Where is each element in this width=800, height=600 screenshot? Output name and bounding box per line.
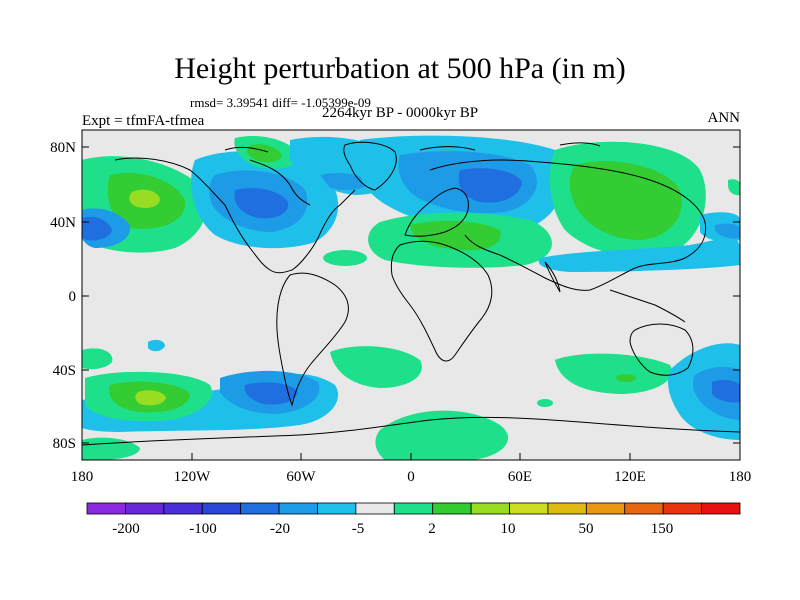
- coastline-antarctica: [82, 416, 740, 446]
- coastline-south-america: [276, 272, 349, 407]
- contour-fill: [330, 346, 422, 388]
- lon-tick-label: 60W: [286, 469, 316, 485]
- colorbar-label: 150: [651, 521, 674, 537]
- contour-fill: [244, 382, 298, 405]
- contour-fill: [135, 390, 166, 406]
- lat-tick-label: 0: [69, 289, 77, 305]
- lon-tick-label: 60E: [508, 469, 532, 485]
- plot-title: Height perturbation at 500 hPa (in m): [174, 52, 626, 85]
- coastline-asia: [429, 159, 707, 291]
- lat-tick-label: 40S: [53, 363, 76, 379]
- coastlines: [82, 141, 740, 446]
- colorbar-swatch: [125, 502, 165, 515]
- experiment-label: Expt = tfmFA-tfmea: [82, 113, 205, 129]
- coastline-north-america: [114, 157, 356, 274]
- colorbar-swatch: [355, 502, 395, 515]
- contour-fill: [82, 216, 112, 241]
- lon-tick-label: 180: [71, 469, 94, 485]
- rmsd-stats: rmsd= 3.39541 diff= -1.05399e-09: [190, 95, 371, 110]
- colorbar: [86, 502, 741, 515]
- contour-fill: [538, 238, 740, 272]
- lon-tick-label: 0: [407, 469, 415, 485]
- lon-tick-label: 120E: [614, 469, 646, 485]
- colorbar-swatch: [470, 502, 510, 515]
- coastline-se-asia: [609, 289, 686, 323]
- colorbar-swatch: [278, 502, 318, 515]
- colorbar-label: 2: [428, 521, 436, 537]
- contour-fill: [129, 189, 160, 208]
- period-label: 2264kyr BP - 0000kyr BP: [322, 105, 479, 121]
- coastline-arctic: [224, 142, 601, 153]
- lon-tick-label: 120W: [174, 469, 212, 485]
- colorbar-label: -20: [270, 521, 290, 537]
- colorbar-swatch: [547, 502, 587, 515]
- coastline-australia: [629, 323, 694, 376]
- colorbar-label: 10: [501, 521, 516, 537]
- season-label: ANN: [707, 110, 741, 126]
- colorbar-swatch: [201, 502, 242, 515]
- colorbar-swatch: [317, 502, 357, 515]
- lat-tick-label: 40N: [50, 215, 76, 231]
- contour-fill: [555, 353, 672, 394]
- colorbar-swatch: [585, 502, 626, 515]
- contour-fill: [712, 379, 740, 403]
- contour-fill: [234, 188, 289, 219]
- coastline-india: [544, 261, 561, 293]
- lat-tick-label: 80N: [50, 140, 76, 156]
- contour-fill: [82, 348, 113, 370]
- colorbar-swatch: [624, 502, 664, 515]
- contour-fill: [616, 374, 636, 382]
- contour-fill: [320, 172, 370, 191]
- contour-fills: [82, 135, 740, 460]
- coastline-africa: [390, 240, 493, 362]
- contour-fill: [82, 437, 140, 460]
- colorbar-label: -100: [189, 521, 217, 537]
- contour-fill: [148, 339, 165, 352]
- colorbar-swatch: [509, 502, 549, 515]
- lat-axis: [82, 146, 740, 444]
- contour-fill: [410, 220, 501, 251]
- lon-tick-label: 180: [729, 469, 752, 485]
- colorbar-swatch: [393, 502, 434, 515]
- colorbar-label: -200: [112, 521, 140, 537]
- contour-fill: [458, 168, 522, 203]
- contour-fill: [323, 250, 367, 266]
- colorbar-swatch: [86, 502, 126, 515]
- contour-fill: [728, 179, 740, 196]
- lat-tick-label: 80S: [53, 436, 76, 452]
- colorbar-swatch: [240, 502, 280, 515]
- coastline-greenland: [343, 141, 397, 191]
- lon-axis: [81, 453, 741, 460]
- colorbar-swatch: [701, 502, 741, 515]
- colorbar-label: 50: [579, 521, 594, 537]
- coastline-europe: [404, 187, 469, 237]
- colorbar-swatch: [163, 502, 203, 515]
- contour-fill: [715, 223, 740, 239]
- contour-fill: [537, 399, 553, 407]
- colorbar-swatch: [662, 502, 702, 515]
- colorbar-swatch: [432, 502, 472, 515]
- colorbar-label: -5: [352, 521, 365, 537]
